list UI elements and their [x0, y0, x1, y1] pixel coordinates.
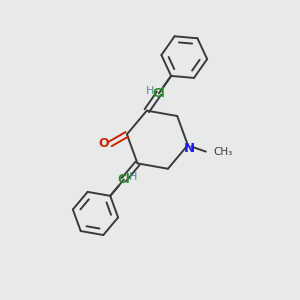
Text: Cl: Cl: [152, 87, 165, 100]
Text: CH₃: CH₃: [213, 147, 232, 157]
Text: H: H: [128, 172, 137, 182]
Text: Cl: Cl: [118, 173, 130, 186]
Text: N: N: [184, 142, 195, 155]
Text: H: H: [146, 86, 154, 96]
Text: O: O: [98, 137, 109, 150]
